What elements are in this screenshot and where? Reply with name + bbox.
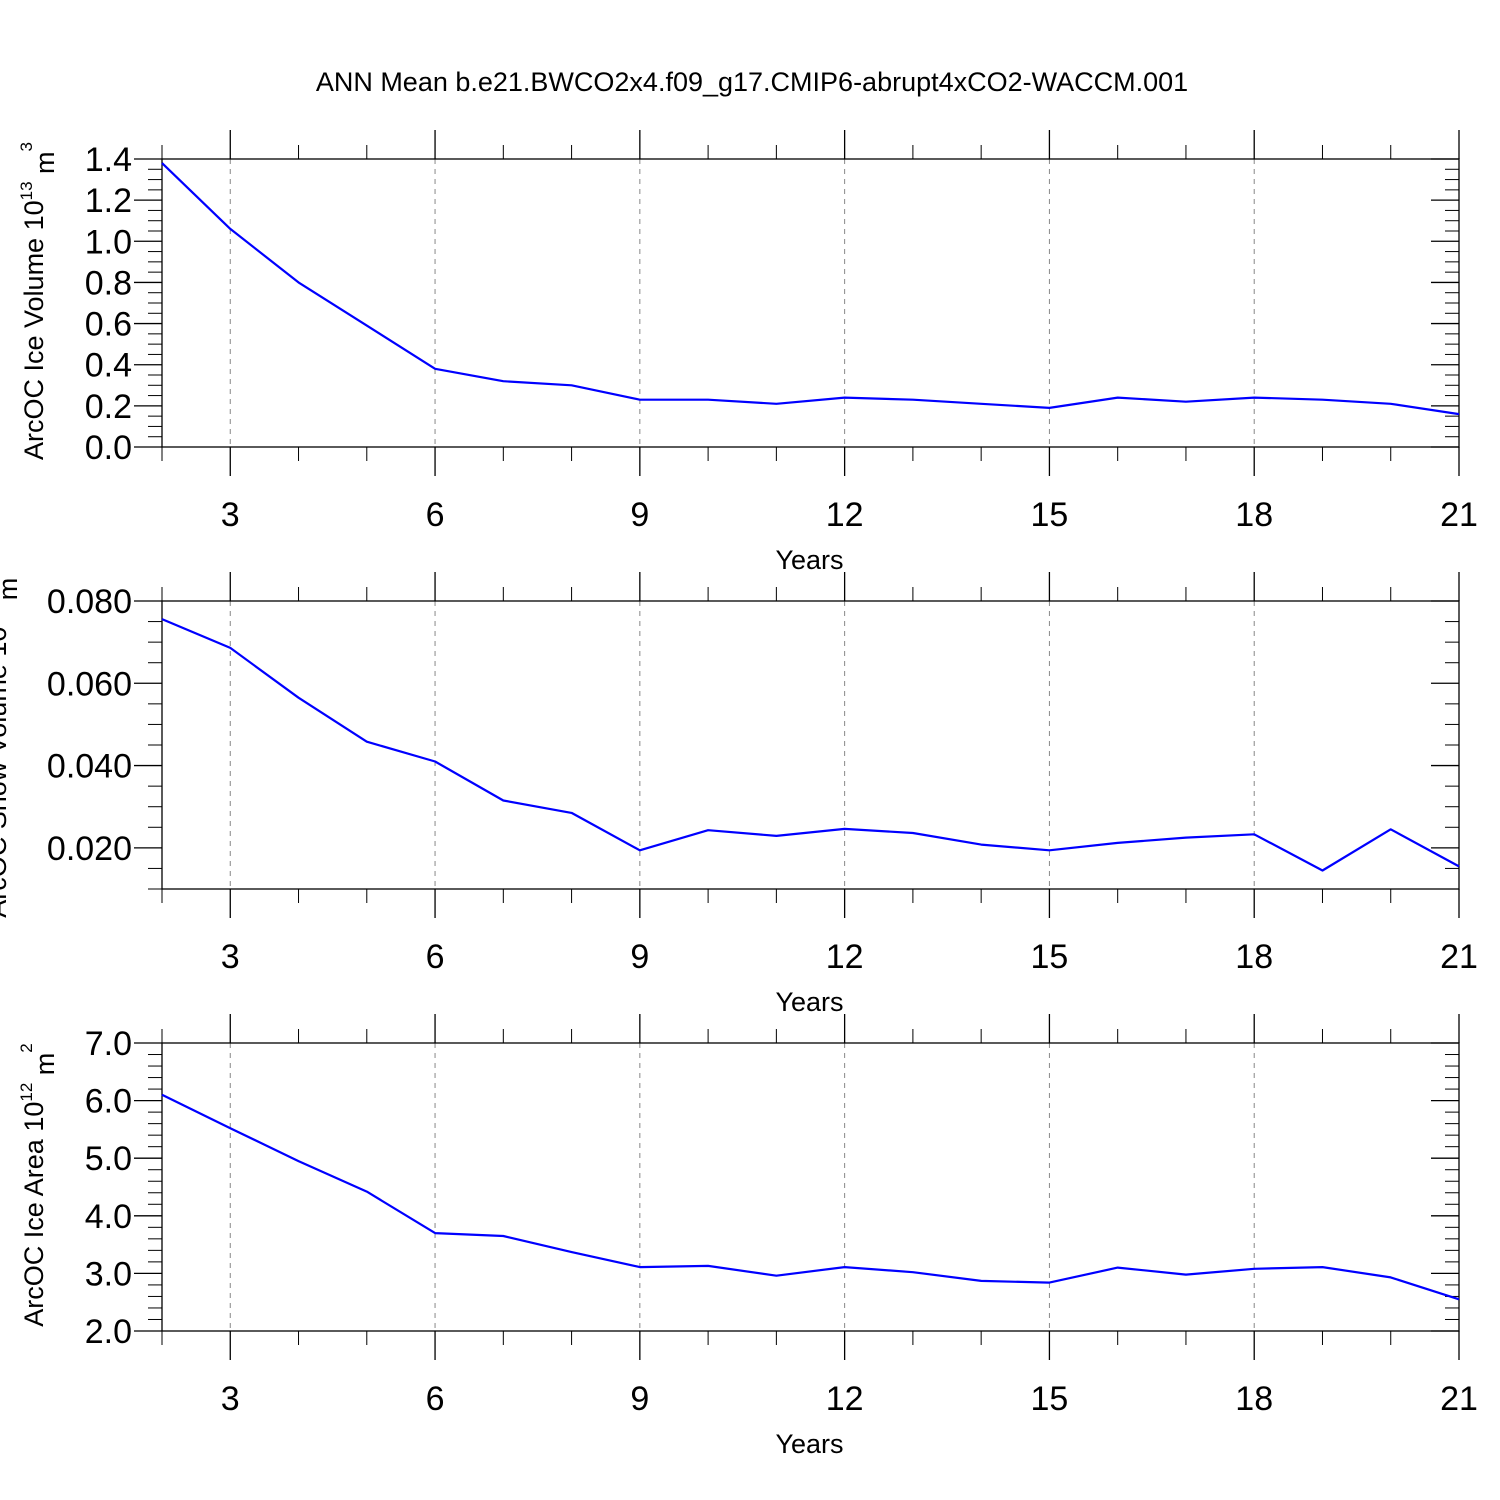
y-tick-label: 0.040 [47, 748, 132, 786]
y-axis-title-ylabel-unit: m [0, 578, 23, 608]
y-tick-label: 0.8 [85, 264, 132, 302]
x-axis-title: Years [775, 987, 843, 1017]
y-tick-label: 2.0 [85, 1313, 132, 1351]
y-axis-title-ylabel-unit: m [30, 1053, 60, 1083]
x-tick-label: 6 [426, 496, 445, 534]
y-tick-label: 0.6 [85, 306, 132, 344]
y-axis-title: ArcOC Ice Area 1012 m2 [17, 1043, 60, 1327]
x-tick-label: 12 [826, 496, 864, 534]
y-tick-label: 1.2 [85, 182, 132, 220]
x-tick-label: 21 [1440, 496, 1478, 534]
series-line-2 [161, 618, 1460, 872]
x-tick-label: 12 [826, 938, 864, 976]
panels: 3 6 9 12 15 18 21 0.00.20.40.6 0.81.01.21.4 Years… [0, 130, 1478, 1459]
y-tick-label: 4.0 [85, 1198, 132, 1236]
x-tick-label: 21 [1440, 938, 1478, 976]
x-tick-label: 18 [1235, 938, 1273, 976]
plot-frame [161, 1042, 1460, 1332]
x-tick-label: 3 [221, 1380, 240, 1418]
x-tick-label: 6 [426, 938, 445, 976]
y-axis-title-ylabel: ArcOC Snow Volume 10 [0, 627, 12, 918]
y-axis-title-ylabel-unit-exp: 3 [17, 142, 36, 151]
y-tick-label: 6.0 [85, 1083, 132, 1121]
x-tick-label: 21 [1440, 1380, 1478, 1418]
panel-3: 3 6 9 12 15 18 21 2.0 3.0 4.0 5.0 6.0 7.0 Years ArcOC … [17, 1014, 1478, 1459]
y-axis-title-ylabel: ArcOC Ice Volume 10 [19, 200, 49, 460]
x-tick-label: 3 [221, 496, 240, 534]
y-tick-label: 3.0 [85, 1255, 132, 1293]
x-tick-label: 6 [426, 1380, 445, 1418]
y-tick-label: 7.0 [85, 1025, 132, 1063]
x-tick-label: 9 [630, 938, 649, 976]
y-tick-label: 1.0 [85, 223, 132, 261]
x-tick-label: 18 [1235, 496, 1273, 534]
y-axis-title-clipped: ArcOC Snow Volume 1013 m3 [0, 568, 23, 918]
y-axis-title-ylabel-unit: m [30, 151, 60, 181]
y-axis-title-ylabel-exp: 13 [17, 181, 36, 200]
panel-1: 3 6 9 12 15 18 21 0.00.20.40.6 0.81.01.21.4 Years… [17, 130, 1478, 575]
x-tick-label: 3 [221, 938, 240, 976]
y-tick-label: 0.020 [47, 830, 132, 868]
y-tick-label: 5.0 [85, 1140, 132, 1178]
x-tick-label: 15 [1031, 1380, 1069, 1418]
y-tick-label: 1.4 [85, 141, 132, 179]
x-tick-label: 12 [826, 1380, 864, 1418]
x-tick-label: 18 [1235, 1380, 1273, 1418]
y-axis-title-ylabel-unit-exp: 2 [17, 1043, 36, 1052]
x-axis-title: Years [775, 545, 843, 575]
y-tick-label: 0.4 [85, 347, 132, 385]
y-axis-title: ArcOC Ice Volume 1013 m3 [17, 142, 60, 460]
x-tick-label: 9 [630, 496, 649, 534]
y-tick-label: 0.080 [47, 583, 132, 621]
figure-title: ANN Mean b.e21.BWCO2x4.f09_g17.CMIP6-abr… [316, 67, 1188, 97]
x-axis-title: Years [775, 1429, 843, 1459]
y-axis-title-ylabel: ArcOC Ice Area 10 [19, 1102, 49, 1327]
series-line-3 [161, 1093, 1460, 1301]
x-tick-label: 15 [1031, 496, 1069, 534]
x-tick-label: 9 [630, 1380, 649, 1418]
panel-2: 3 6 9 12 15 18 21 0.020 0.040 0.060 0.080 Years ArcO… [0, 568, 1478, 1017]
series-line-1 [161, 162, 1460, 416]
y-tick-label: 0.0 [85, 429, 132, 467]
x-tick-label: 15 [1031, 938, 1069, 976]
y-tick-label: 0.060 [47, 665, 132, 703]
y-tick-label: 0.2 [85, 388, 132, 426]
y-axis-title-ylabel-exp: 12 [17, 1083, 36, 1102]
